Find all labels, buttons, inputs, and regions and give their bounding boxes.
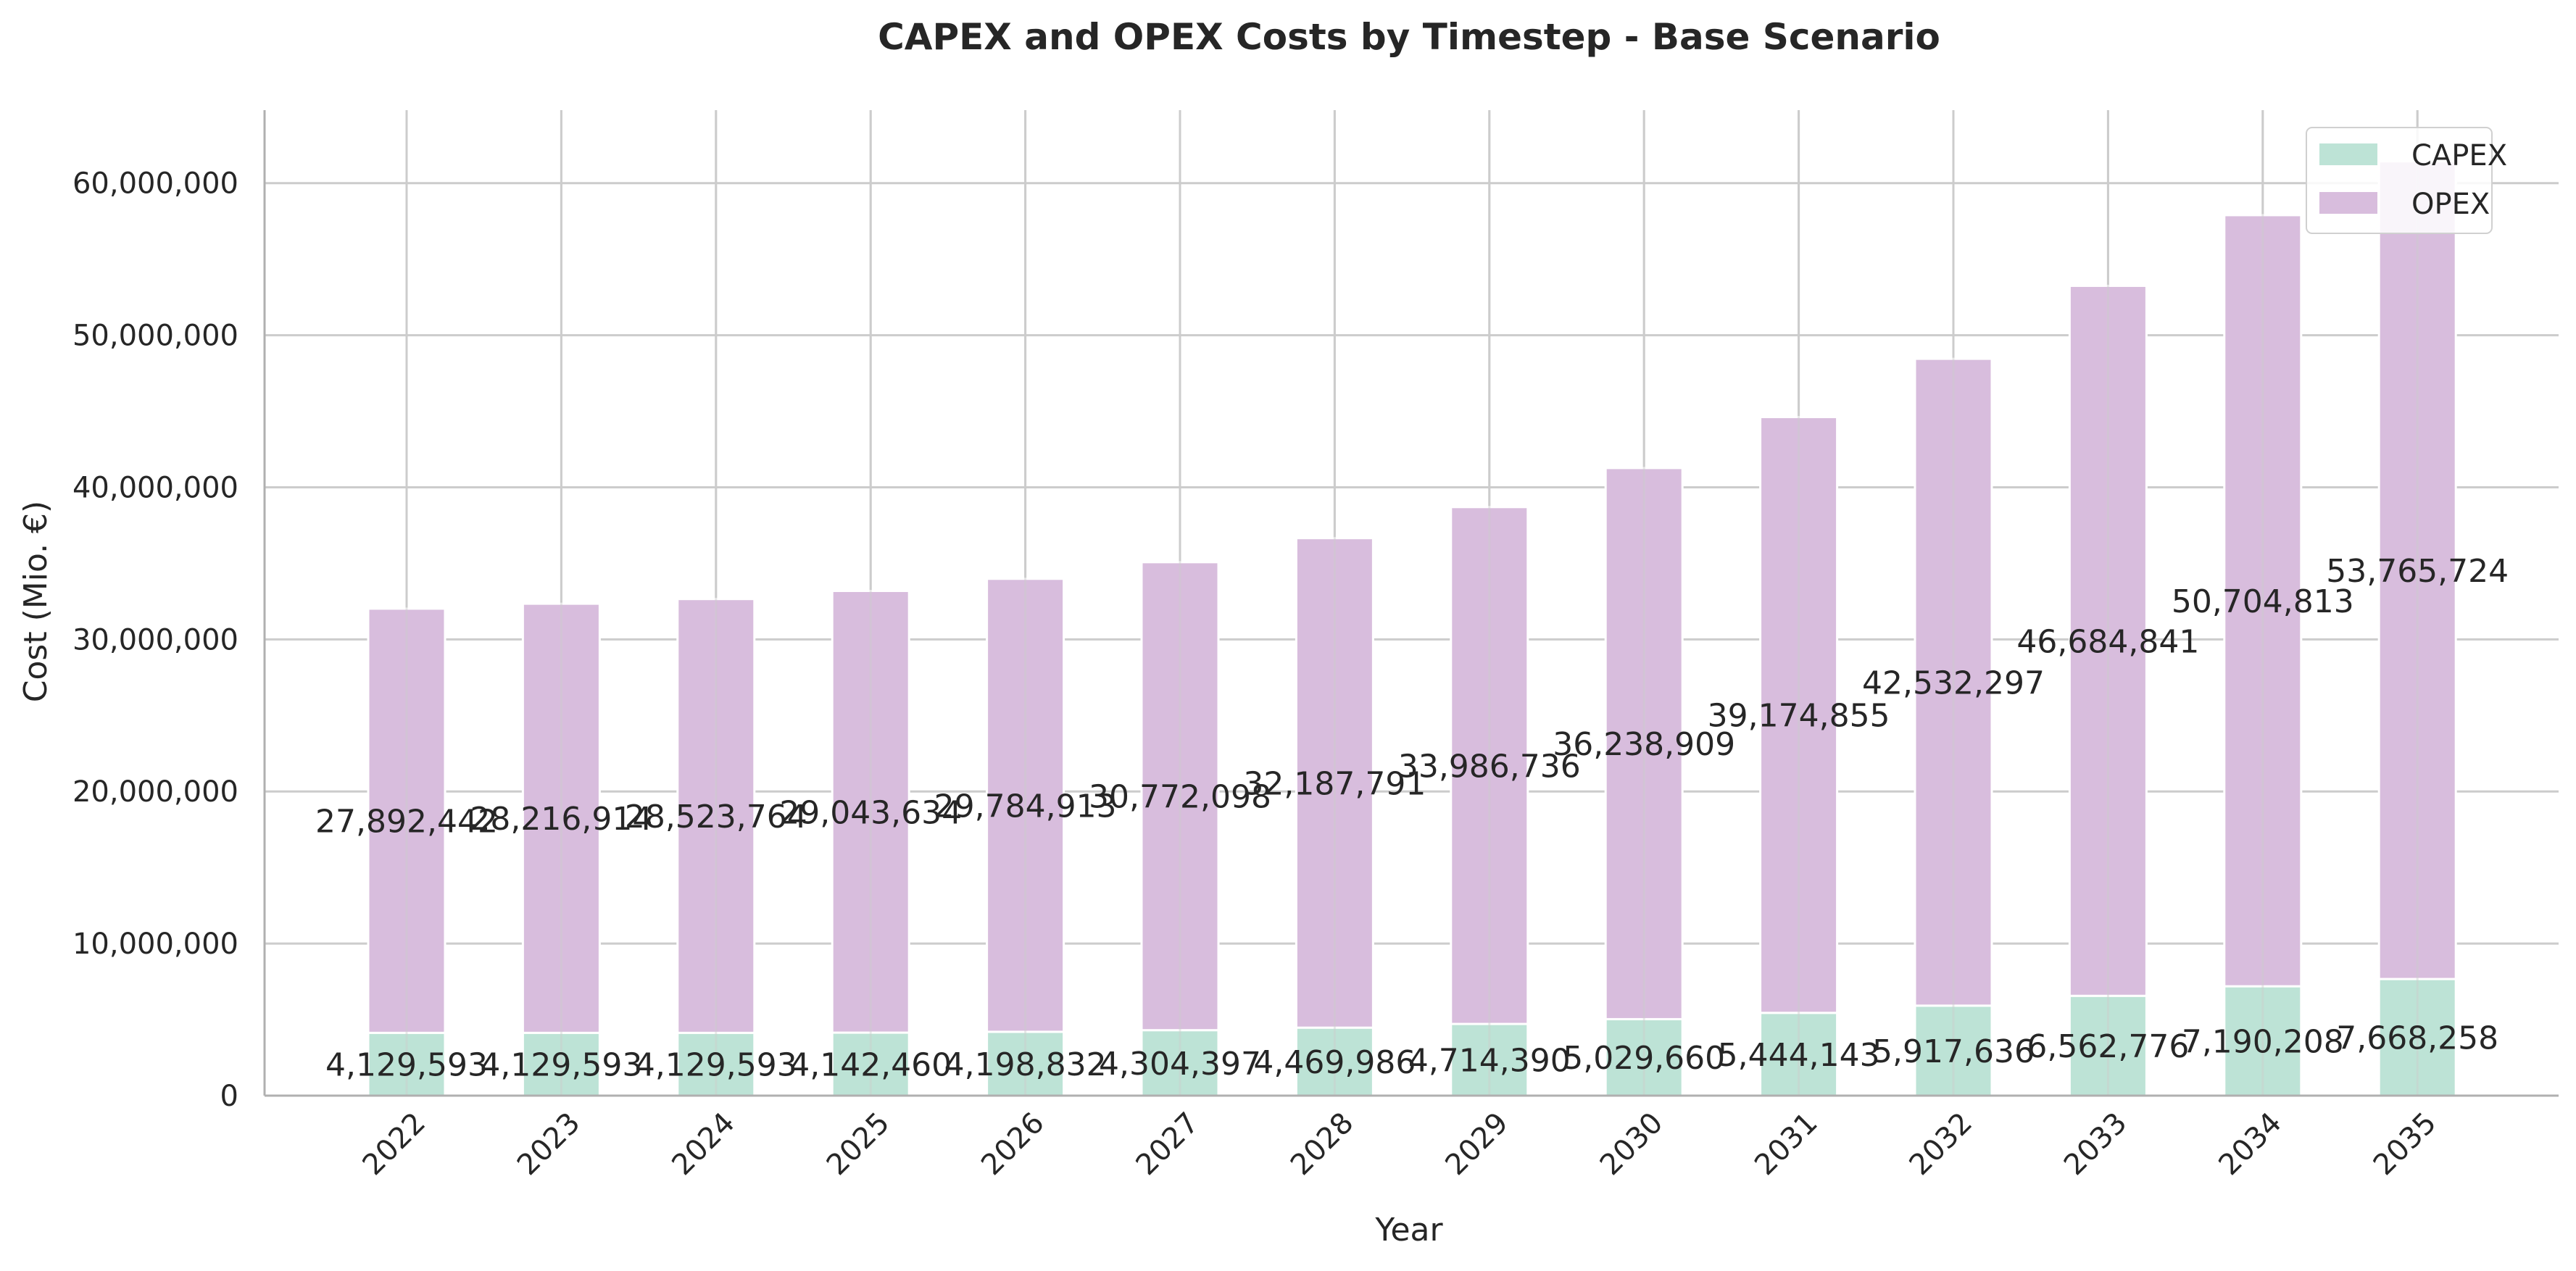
chart-title: CAPEX and OPEX Costs by Timestep - Base … (878, 16, 1940, 58)
bar-opex (521, 602, 601, 1034)
x-tick-label: 2024 (665, 1107, 741, 1183)
y-tick-labels: 0 10,000,000 20,000,000 30,000,000 40,000,00… (72, 167, 238, 1113)
bar-label-capex: 4,198,832 (944, 1046, 1107, 1083)
y-tick-label: 50,000,000 (72, 320, 238, 353)
x-tick-label: 2027 (1130, 1107, 1206, 1183)
bar-label-capex: 4,469,986 (1253, 1044, 1416, 1081)
bar-capex (1450, 1022, 1529, 1097)
bar-opex (2068, 284, 2148, 997)
bar-value-labels: 4,129,5934,129,5934,129,5934,142,4604,19… (315, 553, 2509, 1084)
bar-opex (831, 590, 910, 1034)
bar-label-opex: 53,765,724 (2326, 553, 2509, 590)
x-tick-label: 2032 (1903, 1107, 1979, 1183)
bar-label-opex: 32,187,791 (1243, 765, 1426, 802)
legend-swatch-opex (2319, 192, 2377, 214)
bar-opex (986, 578, 1065, 1033)
bar-label-opex: 50,704,813 (2172, 583, 2354, 620)
bar-label-capex: 5,444,143 (1718, 1037, 1880, 1074)
bar-label-capex: 4,129,593 (325, 1047, 488, 1084)
x-tick-labels: 2022 2023 2024 2025 2026 2027 2028 2029 2030 2031… (357, 1107, 2443, 1183)
bar-capex (986, 1030, 1065, 1097)
x-tick-label: 2023 (511, 1107, 587, 1183)
bar-label-opex: 46,684,841 (2016, 623, 2199, 660)
x-tick-label: 2035 (2367, 1107, 2443, 1183)
x-tick-label: 2030 (1594, 1107, 1670, 1183)
legend-swatch-capex (2319, 143, 2377, 165)
x-tick-label: 2025 (820, 1107, 897, 1183)
bar-label-capex: 4,129,593 (480, 1047, 642, 1084)
x-axis-label: Year (1374, 1212, 1443, 1249)
x-tick-label: 2033 (2058, 1107, 2134, 1183)
bar-label-opex: 42,532,297 (1862, 664, 2045, 701)
axes (263, 110, 2559, 1097)
bar-label-opex: 29,043,634 (779, 794, 962, 831)
bar-label-capex: 7,190,208 (2182, 1024, 2344, 1061)
x-tick-label: 2034 (2212, 1107, 2288, 1183)
y-tick-label: 40,000,000 (72, 471, 238, 504)
bar-opex (676, 598, 756, 1034)
bar-label-capex: 4,129,593 (635, 1047, 797, 1084)
bar-label-capex: 4,714,390 (1408, 1043, 1571, 1080)
bar-label-opex: 29,784,913 (934, 788, 1117, 825)
bar-label-opex: 39,174,855 (1708, 698, 1890, 735)
bar-opex (2223, 214, 2303, 988)
bar-opex (1450, 506, 1529, 1025)
bar-opex (367, 607, 446, 1034)
x-tick-label: 2028 (1284, 1107, 1360, 1183)
bar-label-capex: 4,142,460 (789, 1047, 952, 1084)
bar-opex (1295, 537, 1374, 1029)
bar-capex (1295, 1026, 1374, 1097)
bar-label-opex: 28,523,764 (625, 799, 807, 835)
bar-label-opex: 27,892,442 (315, 804, 498, 841)
bar-label-capex: 7,668,258 (2336, 1020, 2498, 1057)
y-tick-label: 60,000,000 (72, 167, 238, 201)
x-tick-label: 2029 (1439, 1107, 1515, 1183)
legend-label-opex: OPEX (2411, 188, 2490, 221)
bar-label-capex: 5,917,636 (1872, 1033, 2035, 1070)
bar-label-opex: 30,772,098 (1089, 779, 1271, 816)
y-tick-label: 20,000,000 (72, 775, 238, 809)
bar-label-capex: 6,562,776 (2027, 1028, 2189, 1065)
x-tick-label: 2022 (357, 1107, 433, 1183)
bar-label-opex: 28,216,914 (470, 801, 652, 838)
x-tick-label: 2031 (1748, 1107, 1824, 1183)
y-tick-label: 10,000,000 (72, 928, 238, 961)
legend: CAPEX OPEX (2306, 127, 2507, 234)
bar-capex (2377, 978, 2457, 1097)
bar-label-capex: 5,029,660 (1563, 1040, 1725, 1077)
y-tick-label: 30,000,000 (72, 623, 238, 657)
bar-label-opex: 36,238,909 (1553, 726, 1735, 763)
bars (367, 110, 2457, 1097)
bar-opex (1759, 416, 1839, 1014)
x-tick-label: 2026 (975, 1107, 1051, 1183)
bar-opex (1604, 467, 1684, 1020)
legend-label-capex: CAPEX (2411, 139, 2507, 172)
y-axis-label: Cost (Mio. €) (17, 501, 54, 702)
bar-opex (1914, 357, 1993, 1007)
bar-label-opex: 33,986,736 (1398, 748, 1581, 785)
bar-label-capex: 4,304,397 (1099, 1046, 1261, 1083)
bar-opex (1140, 561, 1220, 1032)
y-tick-label: 0 (220, 1080, 238, 1113)
